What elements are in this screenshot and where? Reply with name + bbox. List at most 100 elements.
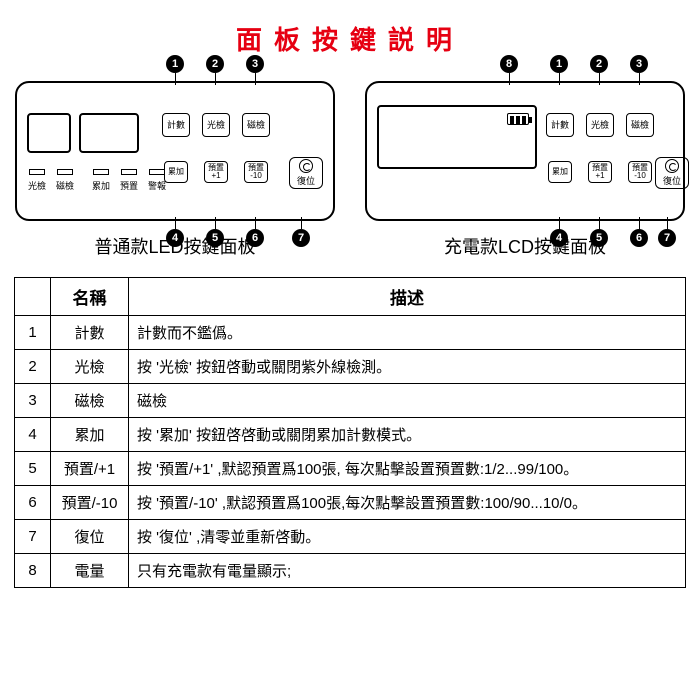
callout-line (301, 217, 302, 229)
indicator-light (149, 169, 165, 175)
callout-number: 7 (292, 229, 310, 247)
row-name: 復位 (51, 520, 129, 554)
table-row: 6預置/-10按 '預置/-10' ,默認預置爲100張,每次點擊設置預置數:1… (15, 486, 686, 520)
callout-line (599, 217, 600, 229)
table-head-desc: 描述 (129, 278, 686, 316)
panel-button[interactable]: 預置-10 (628, 161, 652, 183)
panel-button[interactable]: 磁檢 (242, 113, 270, 137)
left-panel-wrap: 1234567計數光檢磁檢累加預置+1預置-10復位光檢磁檢累加預置警報 普通款… (15, 81, 335, 259)
indicator-label: 預置 (119, 179, 139, 192)
row-desc: 按 '復位' ,清零並重新啓動。 (129, 520, 686, 554)
table-row: 5預置/+1按 '預置/+1' ,默認預置爲100張, 每次點擊設置預置數:1/… (15, 452, 686, 486)
row-desc: 按 '預置/-10' ,默認預置爲100張,每次點擊設置預置數:100/90..… (129, 486, 686, 520)
callout-line (175, 73, 176, 85)
right-panel: 81234567計數光檢磁檢累加預置+1預置-10復位 (365, 81, 685, 221)
table-row: 2光檢按 '光檢' 按鈕啓動或關閉紫外線檢測。 (15, 350, 686, 384)
table-row: 7復位按 '復位' ,清零並重新啓動。 (15, 520, 686, 554)
callout-number: 6 (246, 229, 264, 247)
display-large (79, 113, 139, 153)
callout-number: 4 (166, 229, 184, 247)
indicator-light (29, 169, 45, 175)
callout-number: 7 (658, 229, 676, 247)
panel-button[interactable]: 預置+1 (588, 161, 612, 183)
row-name: 預置/+1 (51, 452, 129, 486)
indicator-light (57, 169, 73, 175)
row-desc: 按 '預置/+1' ,默認預置爲100張, 每次點擊設置預置數:1/2...99… (129, 452, 686, 486)
callout-number: 5 (590, 229, 608, 247)
row-num: 1 (15, 316, 51, 350)
left-panel: 1234567計數光檢磁檢累加預置+1預置-10復位光檢磁檢累加預置警報 (15, 81, 335, 221)
panel-button[interactable]: 光檢 (202, 113, 230, 137)
row-desc: 按 '累加' 按鈕啓啓動或關閉累加計數模式。 (129, 418, 686, 452)
row-desc: 計數而不鑑僞。 (129, 316, 686, 350)
callout-line (255, 73, 256, 85)
row-num: 6 (15, 486, 51, 520)
panel-button[interactable]: 光檢 (586, 113, 614, 137)
row-name: 累加 (51, 418, 129, 452)
callout-line (509, 73, 510, 85)
callout-number: 1 (166, 55, 184, 73)
panel-button[interactable]: 預置+1 (204, 161, 228, 183)
table-row: 8電量只有充電款有電量顯示; (15, 554, 686, 588)
callout-number: 2 (206, 55, 224, 73)
row-num: 4 (15, 418, 51, 452)
table-head-name: 名稱 (51, 278, 129, 316)
row-name: 電量 (51, 554, 129, 588)
description-table: 名稱 描述 1計數計數而不鑑僞。2光檢按 '光檢' 按鈕啓動或關閉紫外線檢測。3… (14, 277, 686, 588)
panel-button[interactable]: 計數 (162, 113, 190, 137)
row-num: 3 (15, 384, 51, 418)
display-small (27, 113, 71, 153)
panel-button[interactable]: 磁檢 (626, 113, 654, 137)
row-name: 預置/-10 (51, 486, 129, 520)
table-row: 1計數計數而不鑑僞。 (15, 316, 686, 350)
callout-line (559, 217, 560, 229)
reset-button[interactable]: 復位 (655, 157, 689, 189)
table-head-empty (15, 278, 51, 316)
row-desc: 只有充電款有電量顯示; (129, 554, 686, 588)
indicator-light (121, 169, 137, 175)
indicator-label: 磁檢 (55, 179, 75, 192)
row-desc: 按 '光檢' 按鈕啓動或關閉紫外線檢測。 (129, 350, 686, 384)
indicator-label: 光檢 (27, 179, 47, 192)
callout-line (255, 217, 256, 229)
indicator-label: 警報 (147, 179, 167, 192)
panel-button[interactable]: 累加 (164, 161, 188, 183)
callout-line (215, 73, 216, 85)
callout-number: 2 (590, 55, 608, 73)
indicator-label: 累加 (91, 179, 111, 192)
row-name: 磁檢 (51, 384, 129, 418)
callout-line (215, 217, 216, 229)
callout-number: 1 (550, 55, 568, 73)
lcd-display (377, 105, 537, 169)
panel-button[interactable]: 累加 (548, 161, 572, 183)
row-name: 計數 (51, 316, 129, 350)
panels-row: 1234567計數光檢磁檢累加預置+1預置-10復位光檢磁檢累加預置警報 普通款… (0, 81, 700, 259)
callout-number: 5 (206, 229, 224, 247)
callout-number: 8 (500, 55, 518, 73)
panel-button[interactable]: 計數 (546, 113, 574, 137)
table-row: 3磁檢磁檢 (15, 384, 686, 418)
callout-number: 4 (550, 229, 568, 247)
row-num: 2 (15, 350, 51, 384)
reset-button[interactable]: 復位 (289, 157, 323, 189)
row-num: 8 (15, 554, 51, 588)
right-panel-wrap: 81234567計數光檢磁檢累加預置+1預置-10復位 充電款LCD按鍵面板 (365, 81, 685, 259)
callout-number: 6 (630, 229, 648, 247)
row-name: 光檢 (51, 350, 129, 384)
callout-line (599, 73, 600, 85)
callout-line (667, 217, 668, 229)
callout-line (175, 217, 176, 229)
battery-icon (507, 113, 529, 125)
callout-line (639, 217, 640, 229)
row-num: 5 (15, 452, 51, 486)
callout-number: 3 (630, 55, 648, 73)
indicator-light (93, 169, 109, 175)
panel-button[interactable]: 預置-10 (244, 161, 268, 183)
row-desc: 磁檢 (129, 384, 686, 418)
table-wrap: 名稱 描述 1計數計數而不鑑僞。2光檢按 '光檢' 按鈕啓動或關閉紫外線檢測。3… (0, 259, 700, 588)
reset-label: 復位 (663, 174, 681, 187)
table-row: 4累加按 '累加' 按鈕啓啓動或關閉累加計數模式。 (15, 418, 686, 452)
callout-line (639, 73, 640, 85)
callout-line (559, 73, 560, 85)
callout-number: 3 (246, 55, 264, 73)
